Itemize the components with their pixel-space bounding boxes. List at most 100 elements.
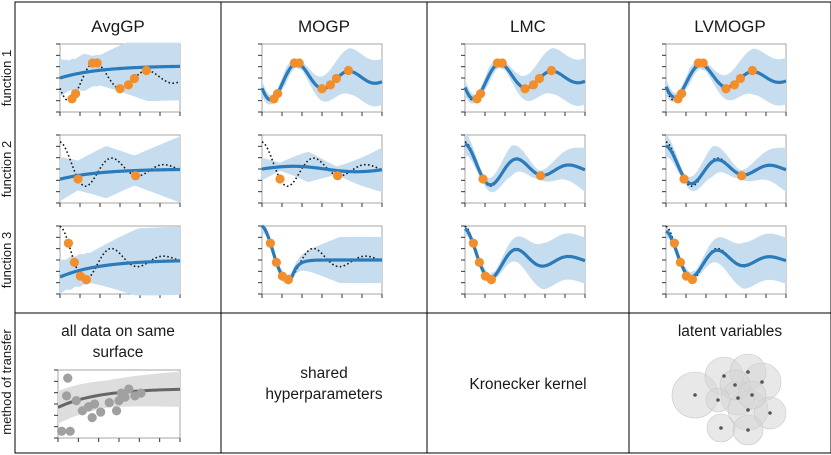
- observation-point: [294, 58, 304, 68]
- observation-point: [687, 275, 698, 285]
- data-point: [114, 396, 124, 406]
- method-panel-border: [628, 312, 831, 454]
- observation-point: [474, 257, 484, 267]
- observation-point: [325, 80, 335, 90]
- latent-center: [722, 374, 726, 378]
- observation-point: [478, 174, 488, 184]
- method-description: shared: [300, 365, 347, 382]
- function-plot: [461, 224, 586, 298]
- method-description: latent variables: [678, 323, 783, 340]
- data-point: [96, 407, 106, 417]
- latent-center: [760, 380, 764, 384]
- row-label: function 3: [0, 232, 14, 288]
- function-plot: [258, 43, 383, 116]
- function-plot: [56, 225, 181, 298]
- latent-variable-plot: [671, 353, 787, 446]
- observation-point: [273, 89, 283, 99]
- confidence-band: [262, 224, 382, 285]
- observation-point: [271, 257, 281, 267]
- observation-point: [528, 80, 539, 90]
- function-plot: [662, 224, 787, 298]
- observation-point: [331, 73, 341, 84]
- posterior-mean: [59, 259, 181, 279]
- avggp-method-plot: [54, 369, 181, 442]
- column-lmc: LMC Kronecker kernel: [461, 17, 587, 393]
- method-description: hyperparameters: [265, 386, 382, 403]
- function-plot: [258, 134, 383, 207]
- observation-point: [69, 257, 79, 267]
- columns: AvgGP all data on same surface MOGP shared hy…: [54, 17, 787, 446]
- data-point: [111, 406, 122, 416]
- observation-point: [141, 65, 151, 76]
- method-description: all data on same: [61, 323, 175, 340]
- observation-point: [81, 275, 91, 285]
- observation-point: [333, 171, 343, 181]
- panel-borders: [14, 1, 831, 454]
- observation-point: [486, 275, 496, 285]
- posterior-mean: [59, 64, 181, 80]
- latent-center: [768, 411, 772, 415]
- observation-point: [677, 89, 687, 99]
- true-function: [261, 225, 383, 281]
- observation-point: [71, 89, 81, 99]
- observation-point: [476, 89, 486, 99]
- row-label: function 1: [0, 50, 14, 106]
- observation-point: [343, 65, 353, 76]
- column-title: MOGP: [298, 17, 350, 36]
- function-plot: [461, 43, 586, 116]
- latent-center: [746, 370, 750, 374]
- observation-point: [675, 257, 686, 267]
- latent-center: [746, 408, 750, 412]
- observation-point: [63, 238, 73, 248]
- observation-point: [131, 171, 141, 181]
- observation-point: [115, 84, 125, 94]
- observation-point: [546, 65, 557, 76]
- observation-point: [497, 58, 507, 68]
- data-point: [71, 396, 81, 406]
- column-title: LMC: [510, 17, 546, 36]
- data-point: [124, 384, 134, 394]
- method-row-label: method of transfer: [0, 329, 14, 435]
- latent-center: [746, 428, 750, 432]
- column-title: AvgGP: [91, 17, 145, 36]
- observation-point: [317, 84, 327, 94]
- data-point: [65, 426, 75, 436]
- latent-center: [693, 393, 697, 397]
- row-labels: function 1 function 2 function 3 method of …: [0, 50, 14, 435]
- observation-point: [669, 238, 680, 248]
- observation-point: [275, 174, 285, 184]
- latent-center: [736, 396, 740, 400]
- column-title: LVMOGP: [694, 17, 765, 36]
- observation-point: [747, 65, 758, 76]
- data-point: [87, 413, 97, 423]
- function-plot: [662, 43, 787, 116]
- latent-center: [719, 426, 723, 430]
- column-avggp: AvgGP all data on same surface: [56, 17, 181, 361]
- observation-point: [536, 171, 546, 181]
- observation-point: [721, 84, 731, 94]
- posterior-mean: [261, 164, 383, 174]
- function-plot: [56, 42, 181, 116]
- observation-point: [73, 174, 83, 184]
- observation-point: [737, 171, 747, 181]
- column-lvmogp: LVMOGP latent variables: [662, 17, 787, 340]
- observation-point: [283, 275, 293, 285]
- method-description: surface: [93, 344, 144, 361]
- data-point: [90, 399, 100, 409]
- data-point: [136, 388, 146, 398]
- observation-point: [123, 80, 133, 90]
- data-point: [61, 391, 72, 401]
- observation-point: [520, 84, 530, 94]
- data-point: [63, 373, 73, 383]
- observation-point: [468, 238, 478, 248]
- latent-center: [733, 383, 737, 387]
- observation-point: [679, 174, 689, 184]
- method-description: Kronecker kernel: [469, 376, 586, 393]
- latent-center: [750, 393, 754, 397]
- function-plot: [56, 134, 181, 207]
- observation-point: [265, 238, 275, 248]
- data-point: [104, 398, 114, 408]
- observation-point: [698, 58, 708, 68]
- function-plot: [258, 224, 383, 298]
